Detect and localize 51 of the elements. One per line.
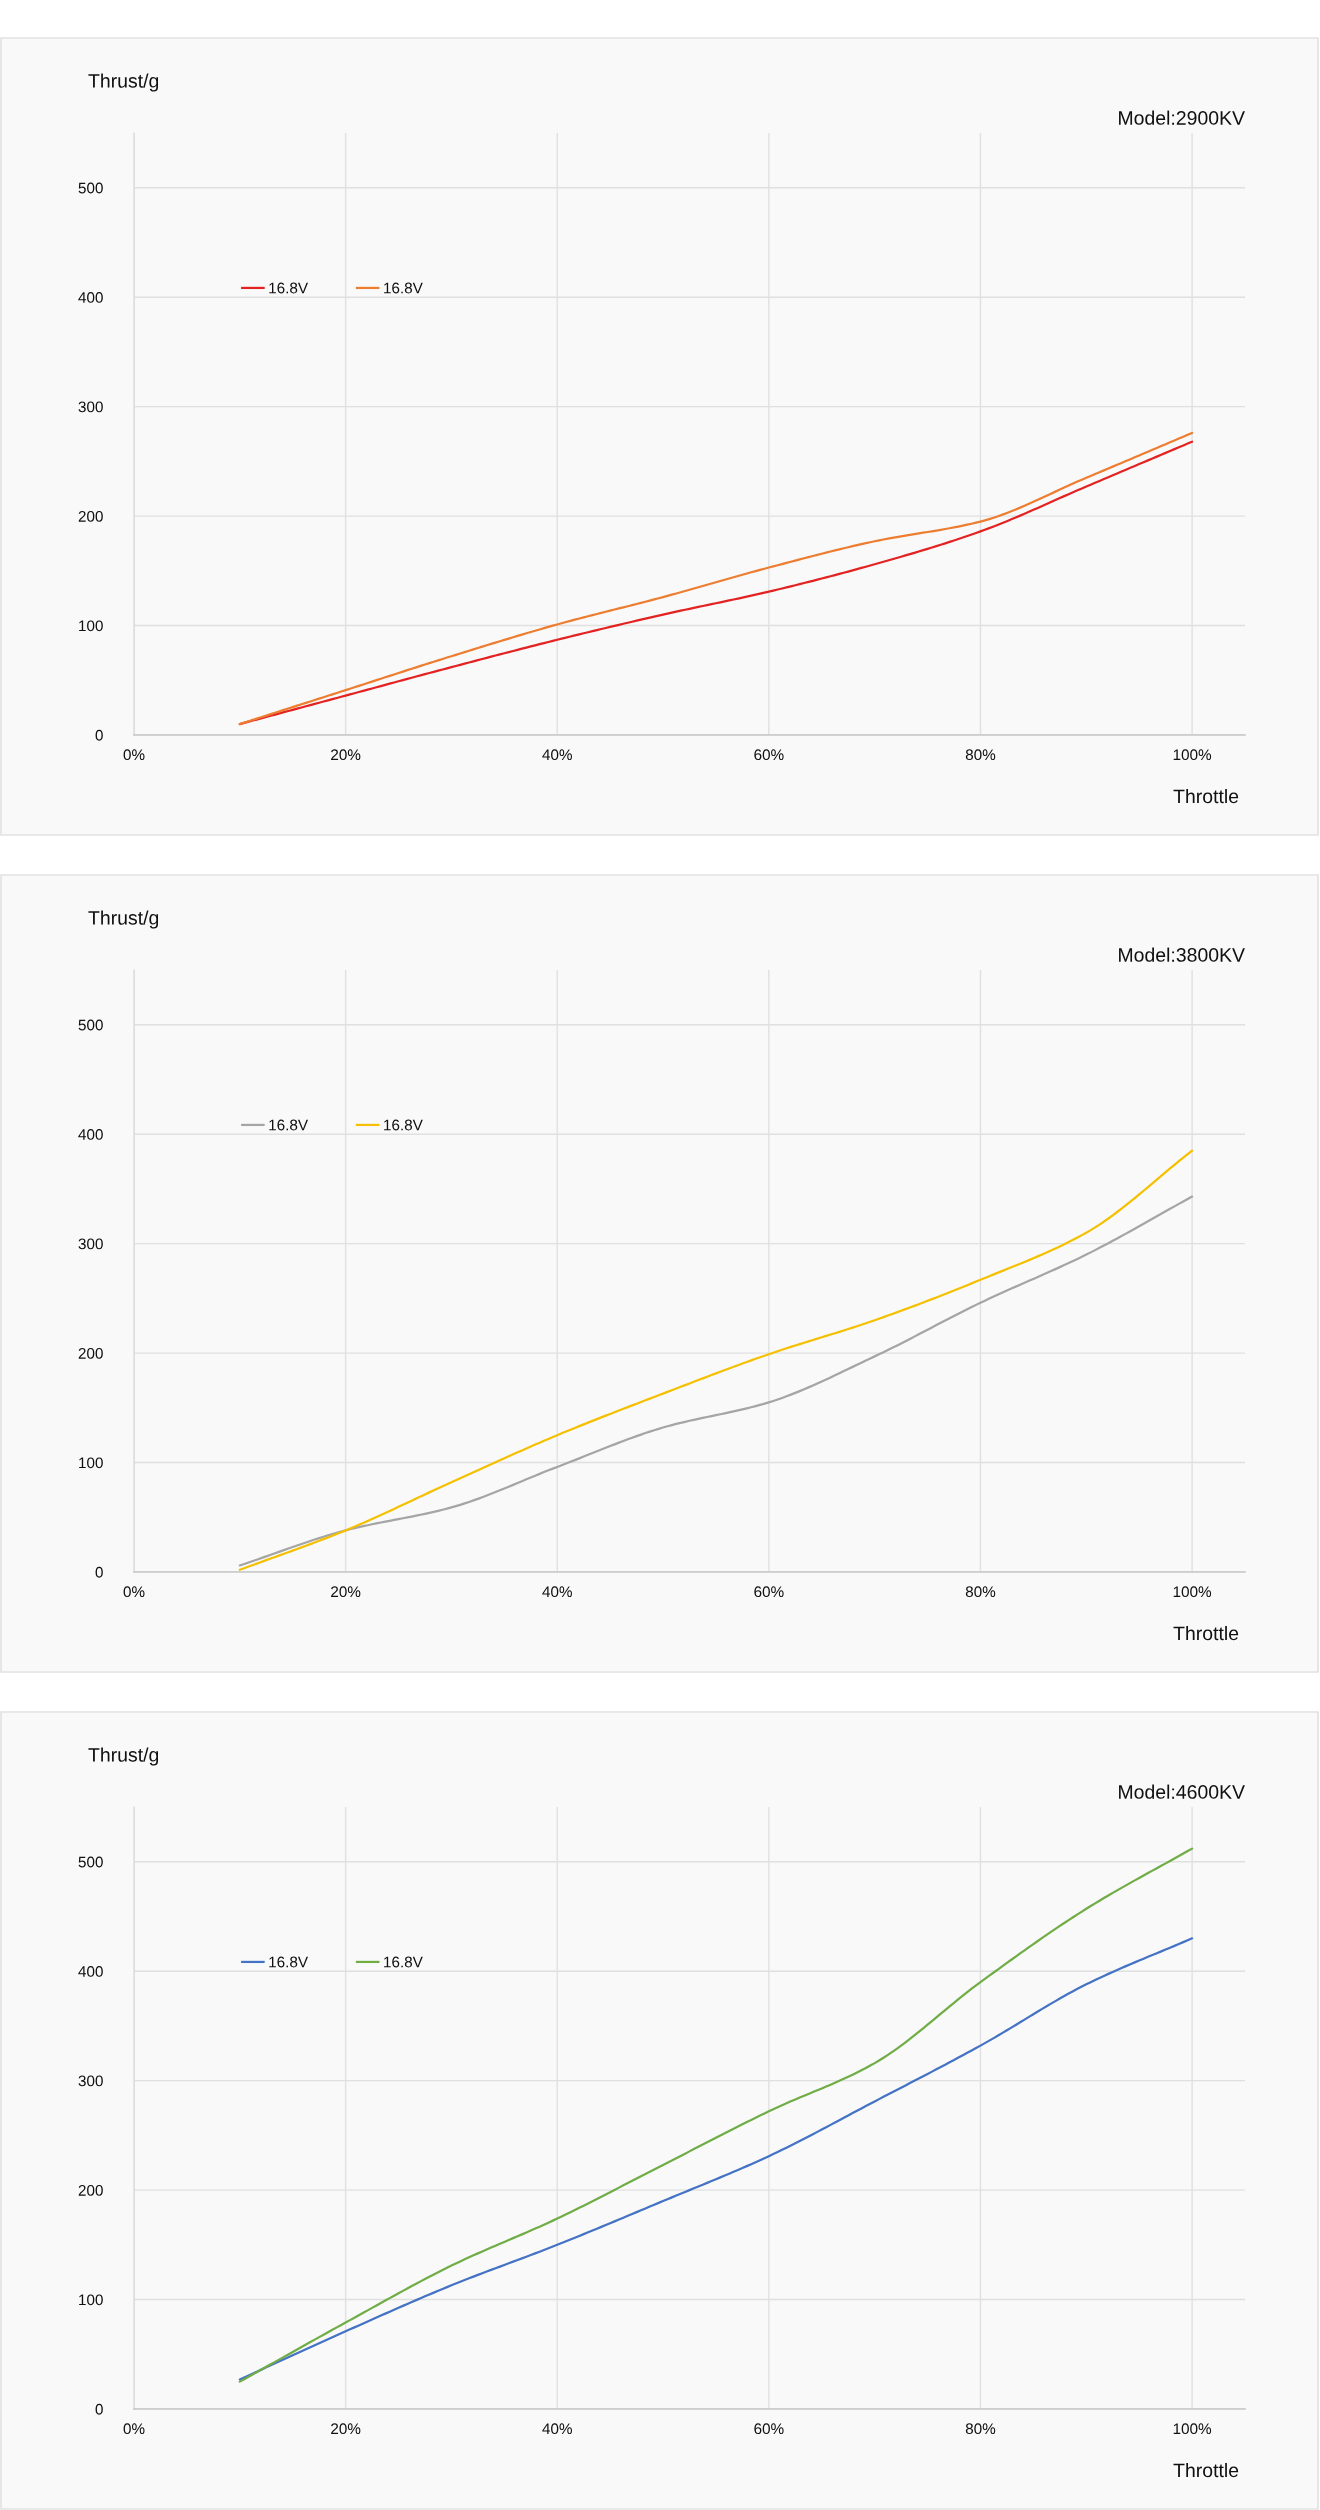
y-tick-label: 100 — [79, 2294, 103, 2306]
legend-label: 16.8V — [269, 1956, 309, 1968]
x-tick-label: 40% — [542, 1586, 572, 1598]
x-tick-label: 20% — [331, 1586, 361, 1598]
x-tick-label: 0% — [123, 749, 145, 761]
y-tick-label: 500 — [78, 1019, 103, 1031]
chart-title: Model:3800KV — [1119, 947, 1245, 962]
y-tick-label: 300 — [78, 1238, 103, 1250]
x-tick-label: 20% — [331, 749, 361, 761]
y-tick-label: 0 — [95, 729, 103, 741]
y-tick-label: 500 — [78, 182, 103, 194]
x-tick-label: 100% — [1173, 2423, 1212, 2435]
chart-title: Model:2900KV — [1119, 110, 1245, 125]
y-tick-label: 300 — [78, 401, 103, 413]
x-tick-label: 40% — [542, 749, 572, 761]
y-tick-label: 0 — [95, 1566, 103, 1578]
y-tick-label: 200 — [78, 1347, 103, 1359]
y-tick-label: 200 — [78, 510, 103, 522]
x-tick-label: 40% — [542, 2423, 572, 2435]
legend-label: 16.8V — [384, 282, 423, 294]
x-tick-label: 60% — [754, 1586, 784, 1598]
y-tick-label: 400 — [78, 1129, 103, 1140]
chart-title: Model:4600KV — [1119, 1784, 1245, 1799]
legend-label: 16.8V — [384, 1956, 423, 1968]
x-tick-label: 60% — [754, 749, 784, 761]
x-tick-label: 0% — [123, 2423, 145, 2435]
x-tick-label: 100% — [1173, 1586, 1212, 1598]
y-tick-label: 500 — [78, 1856, 103, 1868]
x-tick-label: 100% — [1173, 749, 1212, 761]
x-tick-label: 80% — [965, 1586, 996, 1598]
x-axis-title: Throttle — [1173, 2462, 1239, 2478]
x-axis-title: Throttle — [1173, 1625, 1239, 1641]
y-tick-label: 100 — [79, 620, 103, 632]
y-tick-label: 0 — [95, 2403, 103, 2415]
x-tick-label: 0% — [123, 1586, 145, 1598]
y-axis-title: Thrust/g — [88, 1747, 159, 1766]
x-tick-label: 20% — [331, 2423, 361, 2435]
y-tick-label: 100 — [79, 1457, 103, 1469]
legend-label: 16.8V — [269, 282, 309, 294]
y-tick-label: 200 — [78, 2184, 103, 2196]
x-axis-title: Throttle — [1173, 788, 1239, 804]
y-tick-label: 400 — [78, 292, 103, 303]
x-tick-label: 80% — [965, 749, 996, 761]
x-tick-label: 60% — [754, 2423, 784, 2435]
y-tick-label: 300 — [78, 2075, 103, 2087]
y-axis-title: Thrust/g — [88, 910, 159, 929]
y-axis-title: Thrust/g — [88, 73, 159, 92]
legend-label: 16.8V — [384, 1119, 423, 1131]
y-tick-label: 400 — [78, 1966, 103, 1977]
legend-label: 16.8V — [269, 1119, 309, 1131]
x-tick-label: 80% — [965, 2423, 996, 2435]
